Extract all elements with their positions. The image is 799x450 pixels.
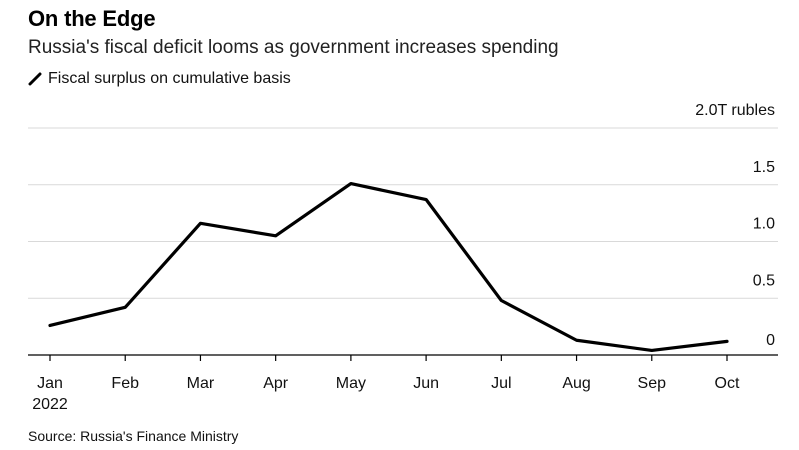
x-tick-label: Feb xyxy=(111,375,139,392)
y-tick-label: 1.5 xyxy=(753,159,775,176)
source-note: Source: Russia's Finance Ministry xyxy=(28,428,239,444)
x-tick-label: Jan xyxy=(37,375,63,392)
x-tick-label: Mar xyxy=(187,375,215,392)
year-label: 2022 xyxy=(32,396,68,413)
x-tick-label: Apr xyxy=(263,375,289,392)
y-tick-label: 2.0T rubles xyxy=(695,102,775,119)
y-tick-label: 1.0 xyxy=(753,216,775,233)
x-tick-label: Sep xyxy=(638,375,667,392)
x-tick-label: Oct xyxy=(715,375,740,392)
y-tick-label: 0 xyxy=(766,332,775,349)
x-tick-label: Jun xyxy=(413,375,439,392)
x-tick-label: Aug xyxy=(562,375,590,392)
x-tick-label: Jul xyxy=(491,375,511,392)
line-icon xyxy=(28,72,42,86)
series-line xyxy=(48,182,729,353)
y-tick-label: 0.5 xyxy=(753,272,775,289)
legend: Fiscal surplus on cumulative basis xyxy=(28,70,291,88)
legend-label: Fiscal surplus on cumulative basis xyxy=(48,70,291,87)
x-tick-label: May xyxy=(336,375,366,392)
chart-subtitle: Russia's fiscal deficit looms as governm… xyxy=(28,37,559,58)
chart-title: On the Edge xyxy=(28,6,156,31)
